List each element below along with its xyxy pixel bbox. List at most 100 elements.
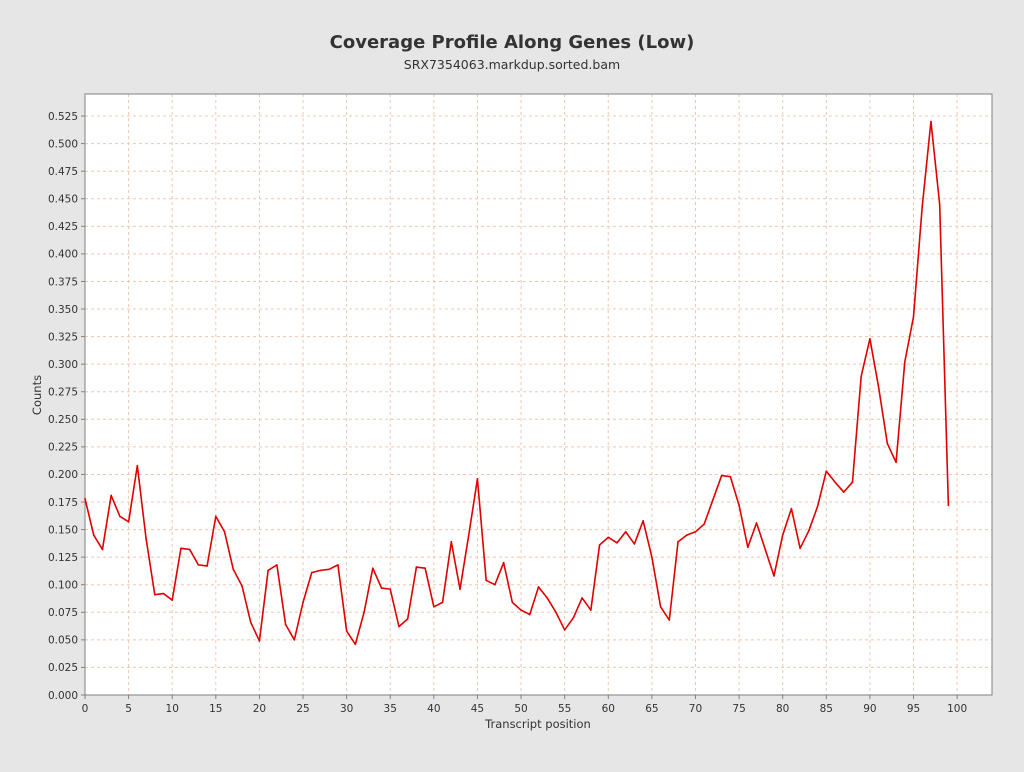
data-point [494, 583, 496, 586]
y-tick-label: 0.375 [48, 276, 78, 288]
x-tick-label: 45 [471, 703, 484, 715]
data-point [354, 643, 357, 646]
data-point [293, 639, 296, 641]
data-point [337, 564, 339, 566]
y-tick-label: 0.050 [48, 635, 78, 647]
data-point [528, 613, 531, 616]
data-point [84, 497, 86, 500]
data-point [127, 521, 130, 523]
y-tick-label: 0.175 [48, 497, 78, 509]
data-point [302, 601, 304, 604]
data-point [197, 564, 200, 566]
data-point [145, 537, 147, 540]
series-layer [84, 120, 950, 646]
data-point [433, 605, 435, 608]
data-point [720, 474, 723, 477]
data-point [869, 338, 871, 340]
data-point [153, 593, 156, 596]
data-point [502, 561, 505, 564]
y-tick-label: 0.450 [48, 194, 78, 206]
data-point [110, 494, 112, 497]
data-point [886, 442, 889, 445]
data-point [808, 529, 810, 532]
data-point [738, 504, 740, 507]
y-tick-label: 0.325 [48, 331, 78, 343]
data-point [642, 519, 644, 522]
data-point [903, 361, 906, 363]
y-axis-label: Counts [30, 375, 44, 415]
x-tick-label: 30 [340, 703, 353, 715]
data-point [581, 597, 583, 599]
data-point [860, 375, 862, 378]
data-point [764, 548, 767, 551]
data-point [912, 315, 915, 318]
y-tick-label: 0.525 [48, 111, 78, 123]
data-point [101, 548, 104, 551]
data-point [241, 585, 243, 587]
data-point [485, 579, 487, 582]
data-point [92, 534, 95, 536]
y-tick-label: 0.475 [48, 166, 78, 178]
x-tick-label: 0 [82, 703, 89, 715]
data-point [825, 470, 828, 472]
chart-title: Coverage Profile Along Genes (Low) [330, 32, 695, 53]
data-point [258, 640, 261, 642]
plot-area [85, 94, 992, 695]
y-tick-label: 0.350 [48, 304, 78, 316]
chart-subtitle: SRX7354063.markdup.sorted.bam [404, 57, 620, 72]
x-tick-label: 65 [645, 703, 658, 715]
data-point [188, 548, 191, 551]
y-tick-label: 0.400 [48, 249, 78, 261]
data-point [206, 565, 208, 567]
data-point [938, 203, 941, 206]
data-point [790, 507, 793, 510]
data-point [310, 571, 313, 574]
data-point [450, 540, 453, 543]
x-tick-label: 60 [602, 703, 615, 715]
data-point [755, 522, 758, 524]
data-point [651, 556, 653, 558]
x-tick-label: 100 [947, 703, 967, 715]
x-tick-label: 90 [863, 703, 876, 715]
grid-lines [85, 94, 992, 695]
y-tick-label: 0.100 [48, 580, 78, 592]
data-point [842, 491, 845, 493]
data-point [712, 499, 714, 501]
data-point [537, 586, 540, 588]
data-point [136, 464, 139, 467]
data-point [406, 618, 409, 620]
data-point [598, 544, 601, 546]
series-line [84, 120, 950, 646]
data-point [284, 623, 287, 626]
data-point [363, 611, 365, 614]
x-tick-label: 85 [820, 703, 833, 715]
data-point [895, 461, 897, 464]
data-point [729, 475, 732, 478]
data-point [799, 547, 801, 550]
data-point [276, 564, 278, 566]
data-point [380, 587, 383, 589]
data-point [546, 597, 549, 599]
data-point [267, 569, 269, 572]
data-point [555, 611, 557, 614]
x-tick-label: 10 [166, 703, 179, 715]
data-point [319, 569, 322, 572]
x-tick-label: 75 [732, 703, 745, 715]
data-point [467, 534, 470, 536]
data-point [215, 515, 217, 518]
x-tick-label: 50 [514, 703, 527, 715]
x-tick-label: 35 [384, 703, 397, 715]
x-tick-label: 40 [427, 703, 440, 715]
data-point [703, 523, 706, 525]
data-point [459, 588, 461, 590]
y-tick-label: 0.300 [48, 359, 78, 371]
y-tick-label: 0.225 [48, 442, 78, 454]
data-point [773, 575, 775, 577]
data-point [572, 617, 575, 619]
y-tick-label: 0.150 [48, 524, 78, 536]
data-point [223, 530, 226, 533]
x-tick-label: 20 [253, 703, 266, 715]
y-tick-label: 0.500 [48, 138, 78, 150]
